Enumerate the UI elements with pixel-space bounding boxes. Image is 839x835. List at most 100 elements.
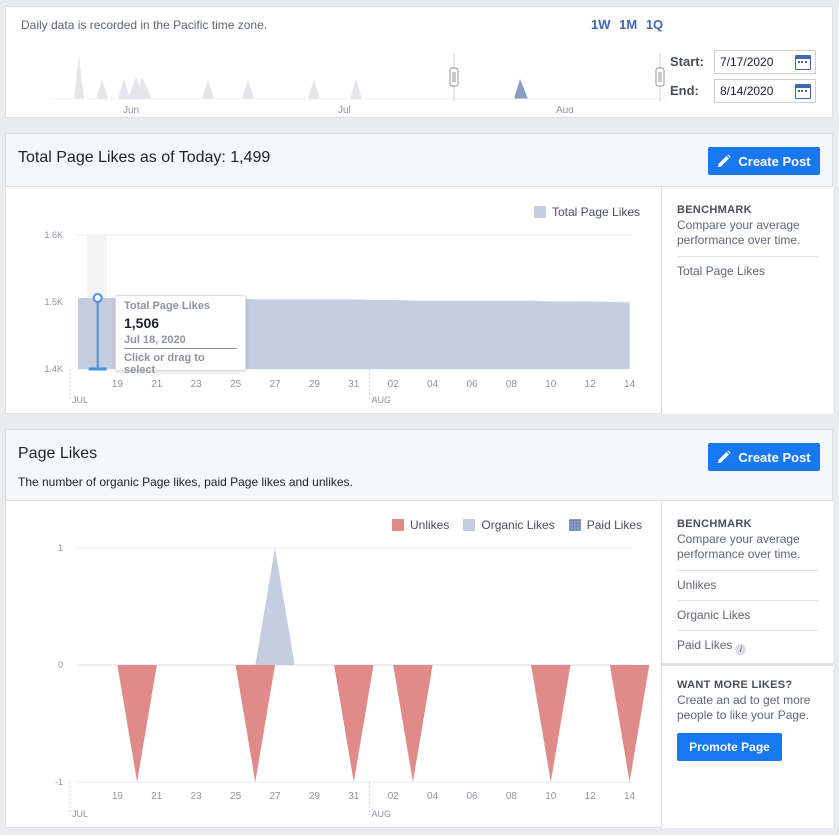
x-tick-label: 08	[506, 791, 518, 802]
x-month-label: JUL	[72, 395, 88, 405]
page-likes-chart-area: Unlikes Organic Likes Paid Likes -1 0 1 19 2…	[6, 501, 661, 828]
start-date-value: 7/17/2020	[720, 55, 774, 69]
legend-item-unlikes[interactable]: Unlikes	[392, 518, 449, 532]
range-1q-button[interactable]: 1Q	[645, 17, 664, 32]
tooltip-hint: Click or drag to select	[124, 352, 205, 376]
mini-month-jul: Jul	[338, 105, 351, 113]
unlikes-spike	[531, 665, 571, 782]
pencil-icon	[718, 450, 732, 463]
x-tick-label: 06	[466, 791, 478, 802]
x-tick-label: 12	[585, 791, 597, 802]
benchmark-item-paid-likes[interactable]: Paid Likes i	[677, 631, 818, 663]
section-header: Page Likes The number of organic Page li…	[6, 430, 832, 501]
range-handle-end[interactable]	[655, 53, 665, 101]
x-tick-label: 06	[466, 379, 478, 390]
tooltip-value: 1,506	[124, 315, 160, 331]
x-tick-label: 10	[545, 379, 557, 390]
end-date-value: 8/14/2020	[720, 84, 774, 98]
x-tick-label: 27	[269, 791, 281, 802]
mini-month-aug: Aug	[556, 105, 574, 113]
benchmark-sidebar: BENCHMARK Compare your average performan…	[661, 187, 833, 414]
benchmark-item-organic-likes[interactable]: Organic Likes	[677, 601, 818, 631]
y-tick-label: 1	[58, 543, 63, 553]
mini-timeline-peaks	[74, 55, 528, 99]
want-more-likes-title: WANT MORE LIKES?	[677, 679, 793, 691]
y-tick-label: 1.4K	[44, 364, 63, 374]
mini-timeline[interactable]: Jun Jul Aug	[26, 41, 666, 113]
y-tick-label: -1	[55, 777, 63, 787]
total-likes-chart[interactable]: 1.4K 1.5K 1.6K 19 21 23 25 27 29 31 02 04 06 08 10 12 14…	[6, 187, 661, 414]
end-label: End:	[670, 83, 699, 98]
x-tick-label: 21	[151, 791, 163, 802]
legend-item-organic-likes[interactable]: Organic Likes	[463, 518, 555, 532]
hover-point	[92, 292, 103, 303]
benchmark-description: Compare your average performance over ti…	[677, 532, 818, 571]
x-tick-label: 04	[427, 379, 439, 390]
x-tick-label: 27	[269, 379, 281, 390]
range-buttons: 1W 1M 1Q	[591, 17, 668, 32]
x-tick-label: 19	[112, 791, 124, 802]
section-description: The number of organic Page likes, paid P…	[18, 475, 353, 489]
tooltip-title: Total Page Likes	[124, 300, 210, 312]
page-likes-panel: Page Likes The number of organic Page li…	[5, 429, 833, 828]
tooltip-date: Jul 18, 2020	[124, 334, 237, 349]
calendar-icon[interactable]	[795, 84, 811, 99]
benchmark-item-paid-likes-label: Paid Likes	[677, 638, 733, 652]
section-title: Page Likes	[18, 445, 98, 462]
calendar-icon[interactable]	[795, 55, 811, 70]
unlikes-spike	[609, 665, 650, 782]
end-date-row: End:	[670, 83, 714, 98]
unlikes-spike	[334, 665, 374, 782]
legend-item-total[interactable]: Total Page Likes	[534, 205, 640, 219]
range-handle-start[interactable]	[449, 53, 459, 101]
total-likes-chart-area: Total Page Likes 1.4K 1.5K 1.6K 19 21 23 25 27 2…	[6, 187, 661, 414]
x-tick-label: 29	[309, 379, 321, 390]
x-tick-label: 14	[624, 379, 636, 390]
end-date-field[interactable]: 8/14/2020	[714, 79, 816, 103]
legend-swatch	[534, 206, 546, 218]
benchmark-title: BENCHMARK	[677, 518, 752, 530]
legend-label: Paid Likes	[586, 518, 643, 532]
x-month-label: AUG	[372, 395, 392, 405]
chart-legend: Unlikes Organic Likes Paid Likes	[392, 518, 642, 532]
y-tick-label: 0	[58, 660, 63, 670]
x-tick-label: 02	[388, 379, 400, 390]
timezone-note: Daily data is recorded in the Pacific ti…	[21, 18, 268, 32]
x-tick-label: 10	[545, 791, 557, 802]
x-tick-label: 25	[230, 379, 242, 390]
benchmark-item-total-page-likes[interactable]: Total Page Likes	[677, 264, 766, 278]
x-tick-label: 25	[230, 791, 242, 802]
range-1w-button[interactable]: 1W	[591, 17, 611, 32]
page-likes-chart[interactable]: -1 0 1 19 21 23 25 27 29 31 02 04 06 08 10 12 14 JUL AUG	[6, 501, 661, 828]
promote-section: WANT MORE LIKES? Create an ad to get mor…	[662, 663, 833, 761]
legend-label: Unlikes	[410, 518, 450, 532]
benchmark-sidebar: BENCHMARK Compare your average performan…	[661, 501, 833, 828]
range-1m-button[interactable]: 1M	[619, 17, 638, 32]
create-post-button[interactable]: Create Post	[708, 147, 820, 175]
start-date-field[interactable]: 7/17/2020	[714, 50, 816, 74]
start-date-row: Start:	[670, 54, 714, 69]
legend-swatch	[463, 519, 476, 531]
create-post-button[interactable]: Create Post	[708, 443, 820, 471]
mini-month-jun: Jun	[123, 105, 139, 113]
legend-swatch	[392, 519, 404, 531]
y-tick-label: 1.6K	[44, 230, 63, 240]
start-label: Start:	[670, 54, 704, 69]
x-tick-label: 29	[309, 791, 321, 802]
unlikes-spike	[235, 665, 275, 782]
x-tick-label: 31	[348, 791, 360, 802]
x-tick-label: 08	[506, 379, 518, 390]
legend-label: Total Page Likes	[552, 205, 641, 219]
x-tick-label: 21	[151, 379, 163, 390]
legend-item-paid-likes[interactable]: Paid Likes	[568, 518, 643, 532]
y-tick-label: 1.5K	[44, 297, 63, 307]
benchmark-description: Compare your average performance over ti…	[677, 218, 818, 257]
chart-tooltip: Total Page Likes 1,506 Jul 18, 2020 Clic…	[115, 295, 246, 376]
x-tick-label: 02	[388, 791, 400, 802]
create-post-label: Create Post	[738, 449, 811, 465]
benchmark-item-unlikes[interactable]: Unlikes	[677, 571, 818, 601]
want-more-likes-description: Create an ad to get more people to like …	[677, 693, 811, 722]
legend-swatch	[568, 519, 581, 531]
info-icon[interactable]: i	[735, 644, 747, 655]
promote-page-button[interactable]: Promote Page	[677, 733, 782, 761]
